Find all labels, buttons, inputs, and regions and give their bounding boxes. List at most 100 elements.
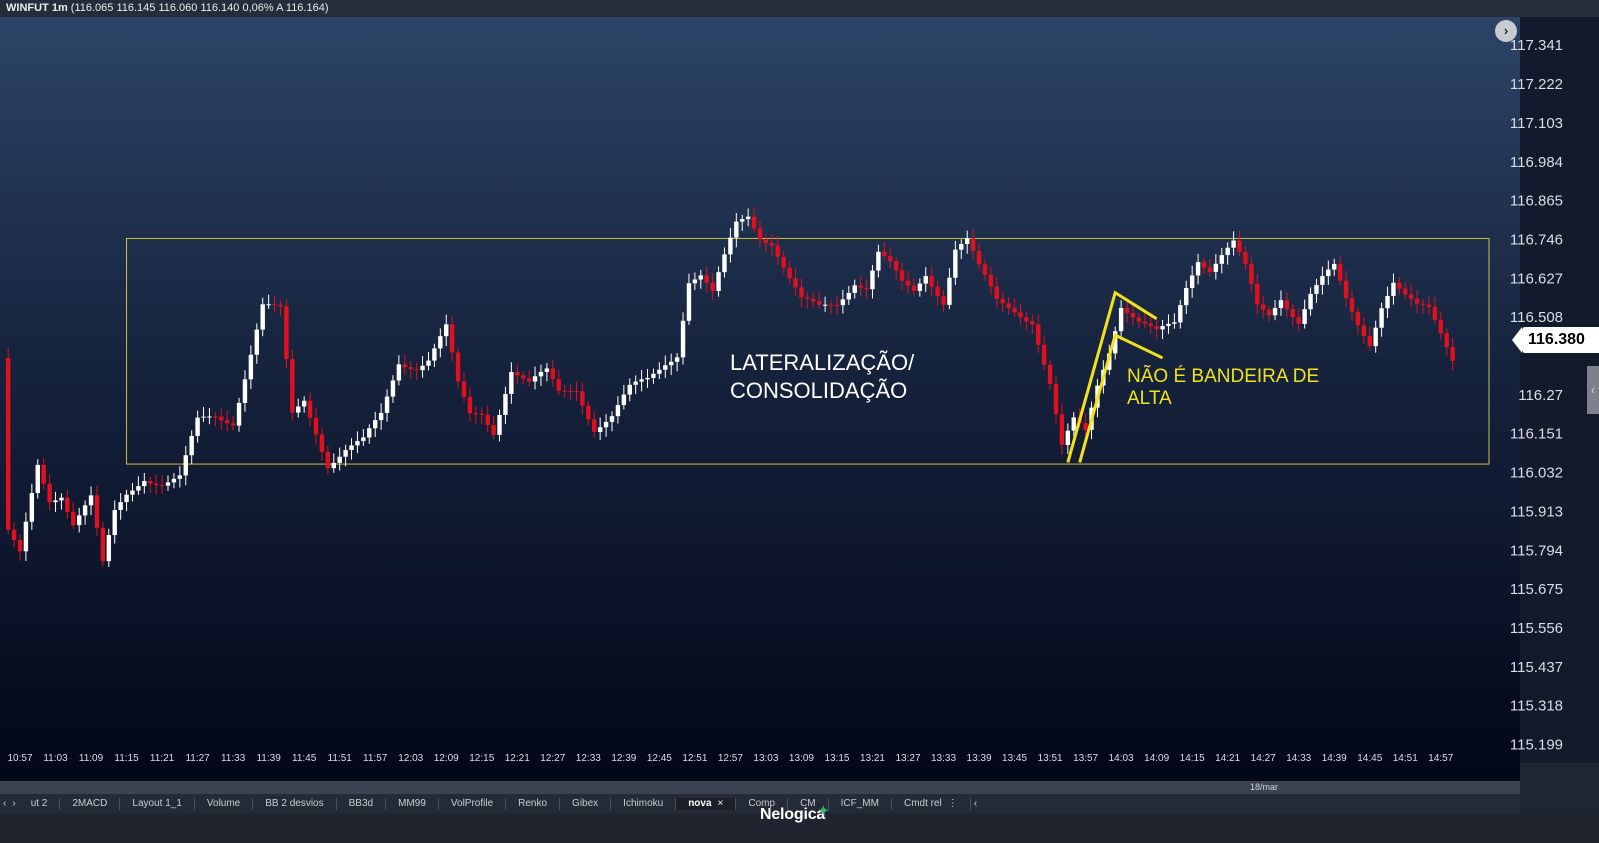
candle-body (734, 221, 739, 238)
candle-body (858, 285, 863, 288)
y-tick-label: 116.032 (1510, 465, 1563, 482)
x-tick-label: 13:21 (860, 753, 885, 764)
candle-body (355, 441, 360, 446)
y-tick-label: 117.341 (1510, 37, 1563, 54)
x-tick-label: 12:21 (505, 753, 530, 764)
candle-body (1166, 323, 1171, 327)
candle-body (574, 391, 579, 393)
candle-body (148, 480, 153, 484)
tabs-collapse-icon[interactable]: ‹ (973, 798, 978, 809)
tabs-next-icon[interactable]: › (12, 798, 16, 809)
candle-body (1047, 364, 1053, 385)
candle-body (1314, 284, 1319, 294)
tab-bb3d[interactable]: BB3d (337, 797, 387, 810)
candle-body (414, 369, 419, 371)
candle-body (994, 286, 999, 299)
candle-body (1018, 312, 1023, 318)
candle-body (1118, 307, 1124, 332)
x-tick-label: 12:51 (682, 753, 707, 764)
tab-comp[interactable]: Comp (736, 797, 789, 810)
candlestick-chart[interactable]: LATERALIZAÇÃO/CONSOLIDAÇÃO NÃO É BANDEIRA… (0, 17, 1599, 781)
candle-body (41, 464, 46, 484)
candle-body (1000, 298, 1005, 304)
tab-mm99[interactable]: MM99 (386, 797, 439, 810)
candle-body (461, 381, 467, 397)
brand-leaf-icon: ✦ (818, 803, 829, 818)
tabs-prev-icon[interactable]: ‹ (3, 798, 7, 809)
candle-body (840, 299, 846, 306)
tab-label: Layout 1_1 (132, 797, 182, 809)
tabs-more-icon[interactable]: ⋮ (947, 797, 958, 809)
candle-body (1207, 267, 1213, 272)
candle-body (112, 510, 117, 536)
tab-bb-2-desvios[interactable]: BB 2 desvios (253, 797, 337, 810)
candle-body (1243, 251, 1248, 264)
tab-label: CM (800, 797, 816, 809)
candle-body (343, 450, 348, 457)
side-panel-toggle[interactable]: ‹ (1587, 366, 1599, 414)
candle-body (686, 283, 692, 321)
candle-body (1195, 262, 1201, 276)
x-tick-label: 13:09 (789, 753, 814, 764)
candle-body (426, 360, 431, 366)
tab-label: MM99 (398, 797, 426, 809)
candle-body (680, 320, 686, 358)
candle-body (1178, 305, 1183, 323)
candle-body (153, 483, 159, 486)
candle-body (935, 286, 940, 297)
x-tick-label: 11:21 (150, 753, 175, 764)
candle-body (142, 480, 147, 487)
tab-volprofile[interactable]: VolProfile (439, 797, 507, 810)
tab-cm[interactable]: CM (788, 797, 829, 810)
x-tick-label: 13:45 (1002, 753, 1027, 764)
candle-body (1284, 300, 1290, 310)
candle-body (651, 373, 656, 378)
candle-body (1172, 322, 1177, 324)
candle-body (769, 242, 775, 246)
candle-body (402, 364, 407, 368)
candle-body (538, 371, 544, 377)
tab-volume[interactable]: Volume (195, 797, 254, 810)
candle-body (905, 280, 911, 286)
tab-icf-mm[interactable]: ICF_MM (829, 797, 892, 810)
candle-body (124, 494, 129, 503)
tab-renko[interactable]: Renko (506, 797, 561, 810)
tab-cmdt-rel[interactable]: Cmdt rel ⋮ (892, 797, 971, 810)
candle-body (556, 379, 561, 391)
tab-label: Cmdt rel (903, 797, 942, 809)
scroll-right-button[interactable]: › (1495, 20, 1517, 42)
tab-close-icon[interactable]: × (717, 797, 724, 809)
candle-body (1355, 311, 1361, 326)
candle-body (811, 298, 816, 302)
candle-body (349, 445, 354, 451)
candle-body (65, 497, 70, 512)
candle-body (1373, 327, 1378, 347)
candle-body (171, 478, 177, 483)
x-tick-label: 14:09 (1144, 753, 1169, 764)
candle-body (615, 405, 621, 417)
tab-nova[interactable]: nova × (676, 797, 737, 810)
candle-body (828, 304, 834, 306)
candle-body (473, 413, 479, 415)
candle-body (917, 283, 923, 291)
y-tick-label: 115.913 (1510, 503, 1563, 520)
x-tick-label: 13:39 (967, 753, 992, 764)
tab-layout-1-1[interactable]: Layout 1_1 (120, 797, 195, 810)
candle-body (669, 361, 674, 366)
candle-body (899, 270, 905, 281)
candle-body (118, 502, 123, 511)
candle-body (485, 414, 490, 426)
candle-body (1379, 308, 1384, 328)
candle-body (165, 482, 171, 486)
candle-body (645, 377, 650, 380)
candle-body (23, 521, 29, 552)
candle-body (1249, 263, 1254, 284)
candle-body (1332, 263, 1337, 270)
candle-body (254, 329, 259, 355)
tab-2macd[interactable]: 2MACD (60, 797, 121, 810)
time-scrollbar[interactable]: 18/mar (0, 781, 1520, 794)
tab-ichimoku[interactable]: Ichimoku (611, 797, 677, 810)
tab-ut-2[interactable]: ut 2 (19, 797, 61, 810)
tab-gibex[interactable]: Gibex (560, 797, 612, 810)
candle-body (183, 455, 188, 476)
